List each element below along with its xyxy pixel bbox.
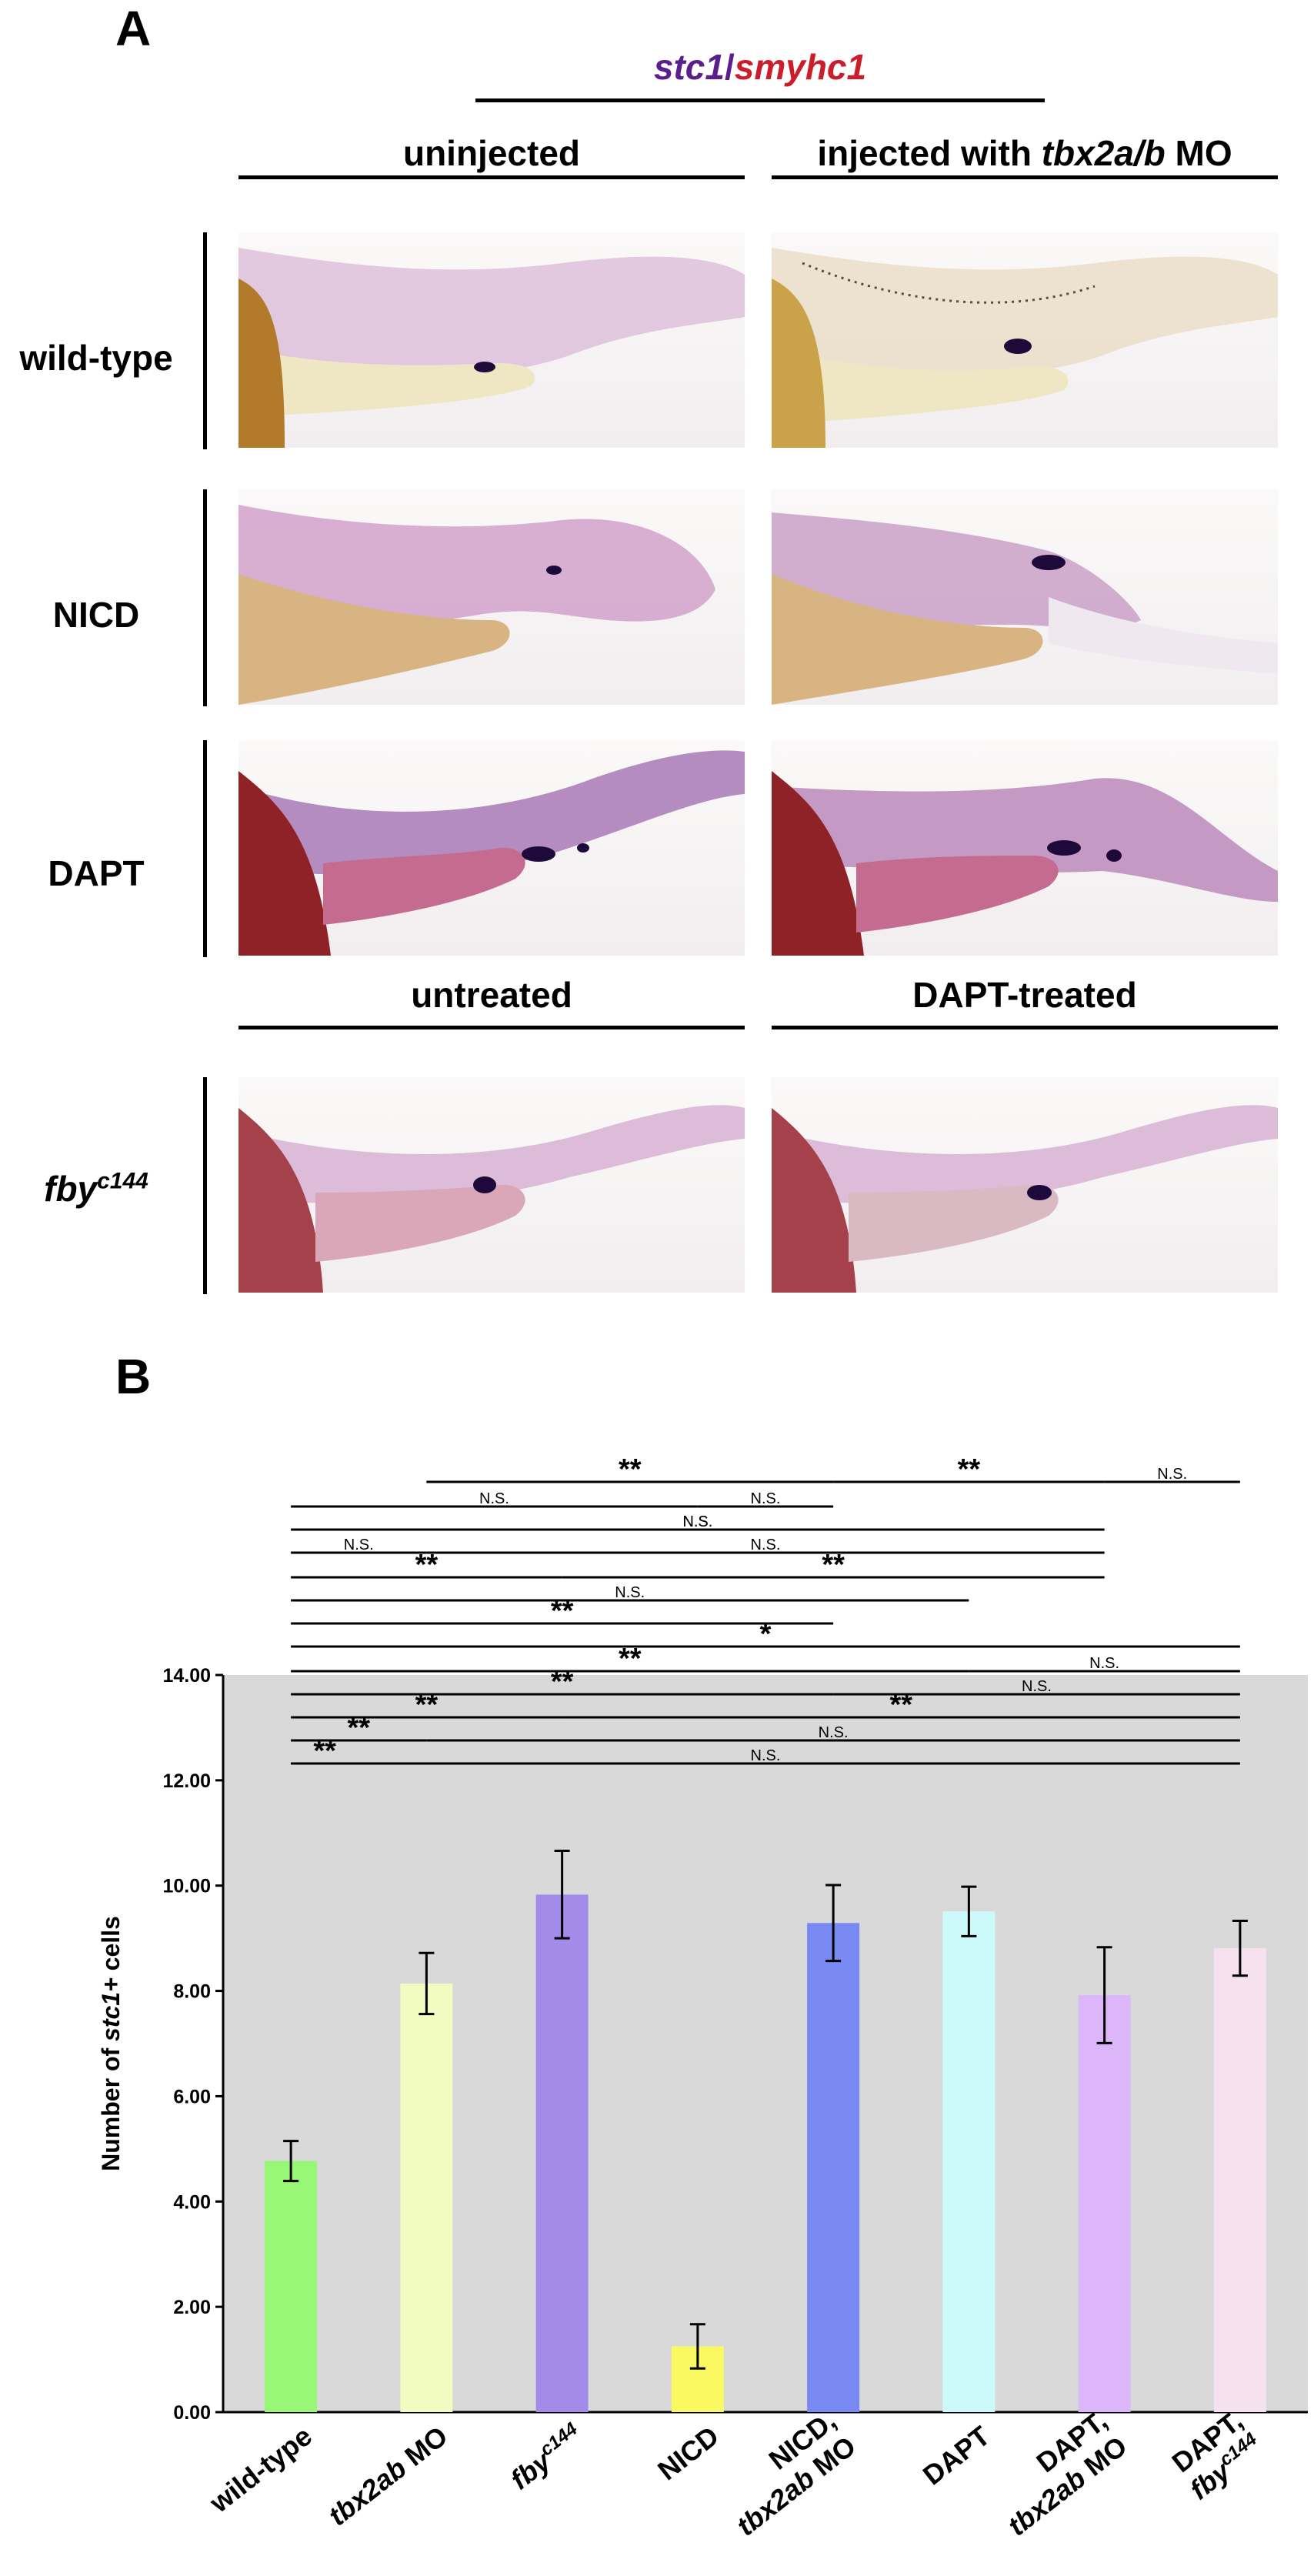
significance-label: N.S. [344, 1537, 374, 1553]
significance-label: N.S. [1089, 1655, 1119, 1672]
x-tick-label: fbyc144 [503, 2418, 589, 2495]
y-tick-label: 4.00 [173, 2191, 211, 2213]
significance-label: N.S. [751, 1490, 781, 1507]
x-tick-label: NICD [652, 2420, 725, 2486]
y-tick-label: 8.00 [173, 1981, 211, 2003]
row-rule-nicd [203, 489, 207, 706]
col-head-uninjected: uninjected [402, 133, 581, 173]
significance-label: ** [889, 1689, 912, 1721]
panel-a-letter: A [115, 1, 152, 56]
x-tick-label: DAPT [917, 2420, 996, 2491]
bar [265, 2161, 318, 2412]
x-tick-label: tbx2ab MO [322, 2420, 453, 2532]
x-tick-label: DAPT,fbyc144 [1164, 2404, 1269, 2506]
y-axis-label: Number of stc1+ cells [97, 1916, 125, 2171]
row-label-dapt: DAPT [48, 853, 145, 893]
col-rule-untreated [238, 1026, 745, 1029]
row-label-fby-text: fby [44, 1169, 98, 1209]
significance-label: ** [347, 1712, 370, 1744]
row-label-fby-sup: c144 [97, 1168, 148, 1194]
x-tick-label: wild-type [203, 2420, 318, 2519]
y-tick-label: 14.00 [162, 1665, 211, 1687]
y-tick-label: 2.00 [173, 2297, 211, 2318]
row-label-nicd: NICD [52, 595, 140, 635]
col-rule-dapt-treated [772, 1026, 1278, 1029]
col-rule-injected [772, 175, 1278, 179]
x-tick-label: NICD,tbx2ab MO [711, 2404, 862, 2542]
row-label-fby: fbyc144 [0, 1168, 192, 1210]
row-rule-dapt [203, 740, 207, 957]
title-stc1: stc1 [653, 47, 725, 87]
embryo-image-nicd-uninjected [238, 489, 745, 705]
x-tick-label: DAPT,tbx2ab MO [982, 2404, 1132, 2542]
bar [535, 1894, 589, 2412]
significance-label: ** [619, 1453, 642, 1486]
significance-label: N.S. [479, 1490, 509, 1507]
significance-label: ** [551, 1666, 574, 1698]
significance-label: N.S. [1157, 1466, 1187, 1483]
significance-label: N.S. [751, 1537, 781, 1553]
significance-label: ** [619, 1643, 642, 1675]
col-rule-uninjected [238, 175, 745, 179]
bar [1213, 1948, 1266, 2412]
significance-label: N.S. [682, 1513, 712, 1530]
embryo-image-dapt-injected [772, 740, 1278, 956]
embryo-image-dapt-uninjected [238, 740, 745, 956]
embryo-image-nicd-injected [772, 489, 1278, 705]
col-head-untreated: untreated [411, 975, 572, 1015]
y-tick-label: 12.00 [162, 1770, 211, 1792]
significance-label: N.S. [682, 1513, 712, 1530]
panel-b-letter: B [115, 1349, 152, 1404]
y-tick-label: 0.00 [173, 2402, 211, 2424]
significance-label: ** [415, 1689, 439, 1721]
significance-label: ** [551, 1595, 574, 1627]
panel-a-title: stc1/smyhc1 [475, 46, 1045, 88]
embryo-image-fby-dapt [772, 1077, 1278, 1293]
col-head-dapt-treated: DAPT-treated [912, 975, 1137, 1015]
title-slash: / [724, 47, 735, 87]
significance-label: ** [415, 1549, 439, 1581]
bar [942, 1911, 996, 2412]
row-rule-fby [203, 1077, 207, 1294]
col-head-injected: injected with tbx2a/b MO [772, 132, 1278, 174]
significance-label: N.S. [751, 1747, 781, 1764]
significance-label: * [760, 1618, 772, 1650]
significance-label: N.S. [819, 1724, 849, 1741]
embryo-image-fby-untreated [238, 1077, 745, 1293]
bar [807, 1923, 860, 2412]
col-head-injected-prefix: injected with [817, 133, 1042, 173]
col-head-injected-gene: tbx2a/b [1041, 133, 1166, 173]
significance-label: N.S. [1022, 1678, 1052, 1695]
embryo-image-wildtype-uninjected [238, 232, 745, 448]
col-head-injected-suffix: MO [1165, 133, 1232, 173]
bar [1078, 1995, 1131, 2412]
title-smyhc1: smyhc1 [734, 47, 867, 87]
bar [400, 1983, 453, 2412]
significance-label: ** [313, 1735, 336, 1767]
significance-label: ** [958, 1453, 981, 1486]
y-tick-label: 10.00 [162, 1876, 211, 1897]
plot-area [223, 1675, 1308, 2412]
row-label-wildtype: wild-type [19, 338, 173, 378]
bar-chart: 0.00 2.00 4.00 6.00 8.00 10.00 12.00 14.00 Numbe… [97, 1453, 1308, 2542]
title-rule [475, 98, 1045, 102]
embryo-image-wildtype-injected [772, 232, 1278, 448]
significance-label: N.S. [615, 1584, 645, 1601]
y-tick-label: 6.00 [173, 2086, 211, 2107]
significance-label: ** [822, 1549, 845, 1581]
row-rule-wildtype [203, 232, 207, 449]
